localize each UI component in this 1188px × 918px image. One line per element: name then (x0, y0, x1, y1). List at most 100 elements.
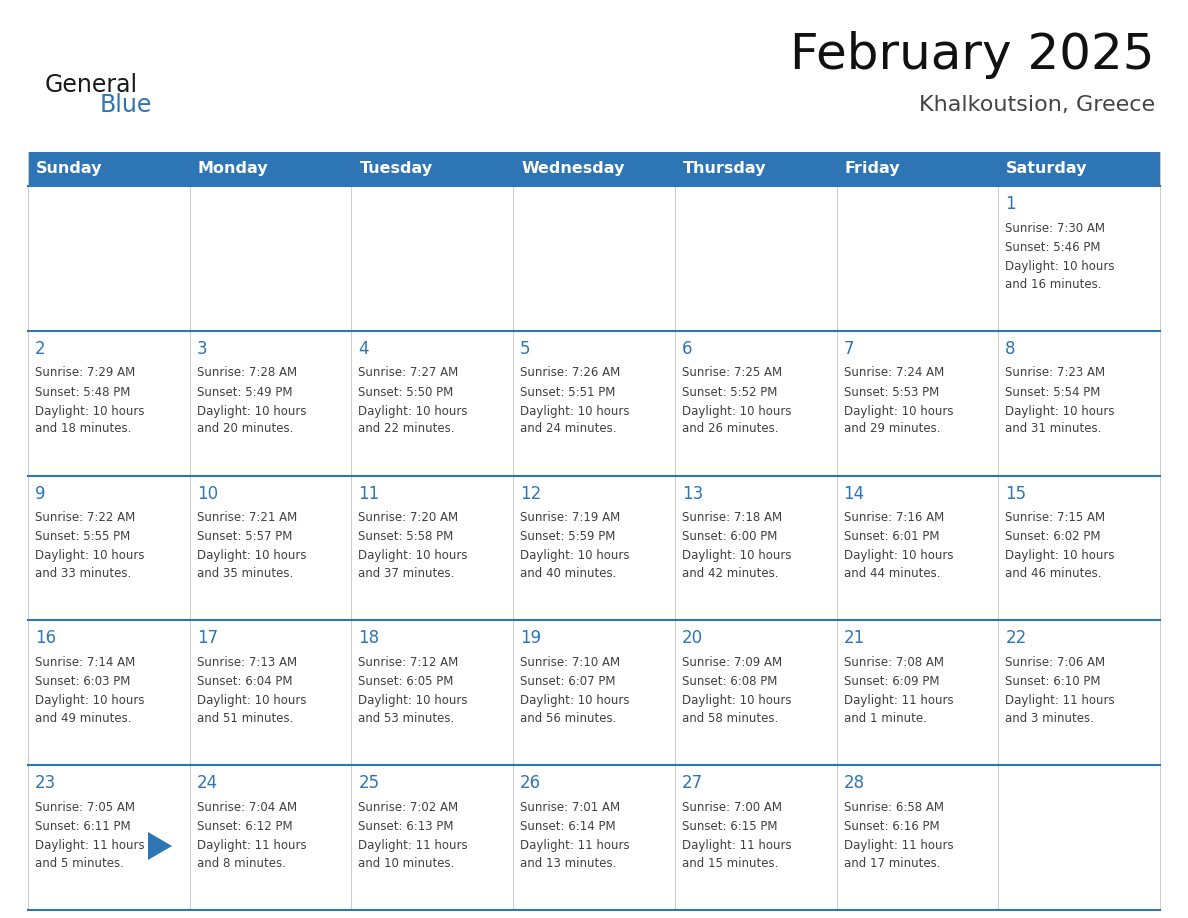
Text: Sunrise: 7:14 AM: Sunrise: 7:14 AM (34, 655, 135, 669)
Text: Daylight: 10 hours: Daylight: 10 hours (682, 405, 791, 418)
Text: Sunday: Sunday (36, 162, 102, 176)
Text: 25: 25 (359, 774, 379, 792)
Text: Sunrise: 7:02 AM: Sunrise: 7:02 AM (359, 800, 459, 813)
Text: Sunset: 6:07 PM: Sunset: 6:07 PM (520, 675, 615, 688)
Text: and 1 minute.: and 1 minute. (843, 711, 927, 725)
Text: February 2025: February 2025 (790, 31, 1155, 79)
Text: Daylight: 11 hours: Daylight: 11 hours (197, 839, 307, 852)
Text: 16: 16 (34, 630, 56, 647)
Text: Daylight: 10 hours: Daylight: 10 hours (520, 694, 630, 707)
Text: Sunset: 6:11 PM: Sunset: 6:11 PM (34, 820, 131, 833)
Bar (29, 152, 1159, 186)
Text: and 15 minutes.: and 15 minutes. (682, 856, 778, 869)
Text: Sunset: 5:53 PM: Sunset: 5:53 PM (843, 386, 939, 398)
Text: Sunrise: 7:30 AM: Sunrise: 7:30 AM (1005, 221, 1105, 234)
Text: Sunrise: 7:29 AM: Sunrise: 7:29 AM (34, 366, 135, 379)
Text: Sunrise: 7:23 AM: Sunrise: 7:23 AM (1005, 366, 1105, 379)
Text: Monday: Monday (197, 162, 268, 176)
Text: Sunrise: 7:26 AM: Sunrise: 7:26 AM (520, 366, 620, 379)
Text: and 24 minutes.: and 24 minutes. (520, 422, 617, 435)
Text: 12: 12 (520, 485, 542, 502)
Text: General: General (45, 73, 138, 97)
Text: Daylight: 11 hours: Daylight: 11 hours (1005, 694, 1114, 707)
Text: Sunrise: 7:24 AM: Sunrise: 7:24 AM (843, 366, 943, 379)
Text: Sunset: 6:03 PM: Sunset: 6:03 PM (34, 675, 131, 688)
Text: Sunrise: 7:13 AM: Sunrise: 7:13 AM (197, 655, 297, 669)
Text: Daylight: 10 hours: Daylight: 10 hours (843, 405, 953, 418)
Text: Daylight: 10 hours: Daylight: 10 hours (34, 694, 145, 707)
Text: Sunset: 5:48 PM: Sunset: 5:48 PM (34, 386, 131, 398)
Text: Daylight: 10 hours: Daylight: 10 hours (34, 405, 145, 418)
Text: Sunset: 6:14 PM: Sunset: 6:14 PM (520, 820, 615, 833)
Text: Sunrise: 7:08 AM: Sunrise: 7:08 AM (843, 655, 943, 669)
Text: 10: 10 (197, 485, 217, 502)
Text: and 58 minutes.: and 58 minutes. (682, 711, 778, 725)
Text: Daylight: 10 hours: Daylight: 10 hours (682, 694, 791, 707)
Text: Sunset: 6:12 PM: Sunset: 6:12 PM (197, 820, 292, 833)
Bar (29, 621, 1159, 766)
Text: Sunrise: 7:05 AM: Sunrise: 7:05 AM (34, 800, 135, 813)
Text: 5: 5 (520, 340, 531, 358)
Text: and 31 minutes.: and 31 minutes. (1005, 422, 1101, 435)
Text: Sunrise: 7:27 AM: Sunrise: 7:27 AM (359, 366, 459, 379)
Text: Daylight: 10 hours: Daylight: 10 hours (34, 550, 145, 563)
Text: Sunset: 5:50 PM: Sunset: 5:50 PM (359, 386, 454, 398)
Text: and 35 minutes.: and 35 minutes. (197, 567, 293, 580)
Text: 14: 14 (843, 485, 865, 502)
Text: 8: 8 (1005, 340, 1016, 358)
Text: Daylight: 10 hours: Daylight: 10 hours (197, 550, 307, 563)
Text: 28: 28 (843, 774, 865, 792)
Text: and 8 minutes.: and 8 minutes. (197, 856, 285, 869)
Text: Sunrise: 7:04 AM: Sunrise: 7:04 AM (197, 800, 297, 813)
Text: and 26 minutes.: and 26 minutes. (682, 422, 778, 435)
Text: Daylight: 11 hours: Daylight: 11 hours (359, 839, 468, 852)
Text: Daylight: 11 hours: Daylight: 11 hours (843, 839, 953, 852)
Text: and 53 minutes.: and 53 minutes. (359, 711, 455, 725)
Text: Sunrise: 7:18 AM: Sunrise: 7:18 AM (682, 511, 782, 524)
Text: Sunset: 5:54 PM: Sunset: 5:54 PM (1005, 386, 1100, 398)
Text: Sunrise: 7:12 AM: Sunrise: 7:12 AM (359, 655, 459, 669)
Text: Sunset: 6:00 PM: Sunset: 6:00 PM (682, 531, 777, 543)
Text: 26: 26 (520, 774, 542, 792)
Text: Daylight: 10 hours: Daylight: 10 hours (682, 550, 791, 563)
Text: Daylight: 10 hours: Daylight: 10 hours (359, 405, 468, 418)
Text: and 40 minutes.: and 40 minutes. (520, 567, 617, 580)
Text: Tuesday: Tuesday (360, 162, 432, 176)
Text: Daylight: 10 hours: Daylight: 10 hours (197, 694, 307, 707)
Text: Sunset: 5:49 PM: Sunset: 5:49 PM (197, 386, 292, 398)
Text: Sunrise: 7:16 AM: Sunrise: 7:16 AM (843, 511, 943, 524)
Text: Sunset: 6:05 PM: Sunset: 6:05 PM (359, 675, 454, 688)
Text: Sunrise: 7:19 AM: Sunrise: 7:19 AM (520, 511, 620, 524)
Text: Daylight: 11 hours: Daylight: 11 hours (682, 839, 791, 852)
Text: 27: 27 (682, 774, 703, 792)
Text: and 16 minutes.: and 16 minutes. (1005, 277, 1101, 290)
Text: Sunrise: 7:20 AM: Sunrise: 7:20 AM (359, 511, 459, 524)
Text: 20: 20 (682, 630, 703, 647)
Bar (29, 766, 1159, 910)
Text: Sunrise: 7:25 AM: Sunrise: 7:25 AM (682, 366, 782, 379)
Text: and 46 minutes.: and 46 minutes. (1005, 567, 1101, 580)
Text: and 10 minutes.: and 10 minutes. (359, 856, 455, 869)
Text: 3: 3 (197, 340, 208, 358)
Text: Khalkoutsion, Greece: Khalkoutsion, Greece (918, 95, 1155, 115)
Text: Daylight: 10 hours: Daylight: 10 hours (359, 550, 468, 563)
Text: 22: 22 (1005, 630, 1026, 647)
Text: Daylight: 10 hours: Daylight: 10 hours (1005, 260, 1114, 273)
Text: Sunset: 5:51 PM: Sunset: 5:51 PM (520, 386, 615, 398)
Text: Sunrise: 7:01 AM: Sunrise: 7:01 AM (520, 800, 620, 813)
Text: Sunrise: 7:09 AM: Sunrise: 7:09 AM (682, 655, 782, 669)
Text: Sunset: 5:46 PM: Sunset: 5:46 PM (1005, 241, 1101, 253)
Text: 18: 18 (359, 630, 379, 647)
Text: 17: 17 (197, 630, 217, 647)
Text: Daylight: 10 hours: Daylight: 10 hours (1005, 550, 1114, 563)
Text: and 5 minutes.: and 5 minutes. (34, 856, 124, 869)
Text: Sunrise: 7:15 AM: Sunrise: 7:15 AM (1005, 511, 1105, 524)
Text: Daylight: 10 hours: Daylight: 10 hours (843, 550, 953, 563)
Text: Sunset: 6:15 PM: Sunset: 6:15 PM (682, 820, 777, 833)
Text: Sunset: 5:57 PM: Sunset: 5:57 PM (197, 531, 292, 543)
Text: and 29 minutes.: and 29 minutes. (843, 422, 940, 435)
Text: Daylight: 10 hours: Daylight: 10 hours (520, 550, 630, 563)
Text: and 17 minutes.: and 17 minutes. (843, 856, 940, 869)
Bar (29, 330, 1159, 476)
Text: and 42 minutes.: and 42 minutes. (682, 567, 778, 580)
